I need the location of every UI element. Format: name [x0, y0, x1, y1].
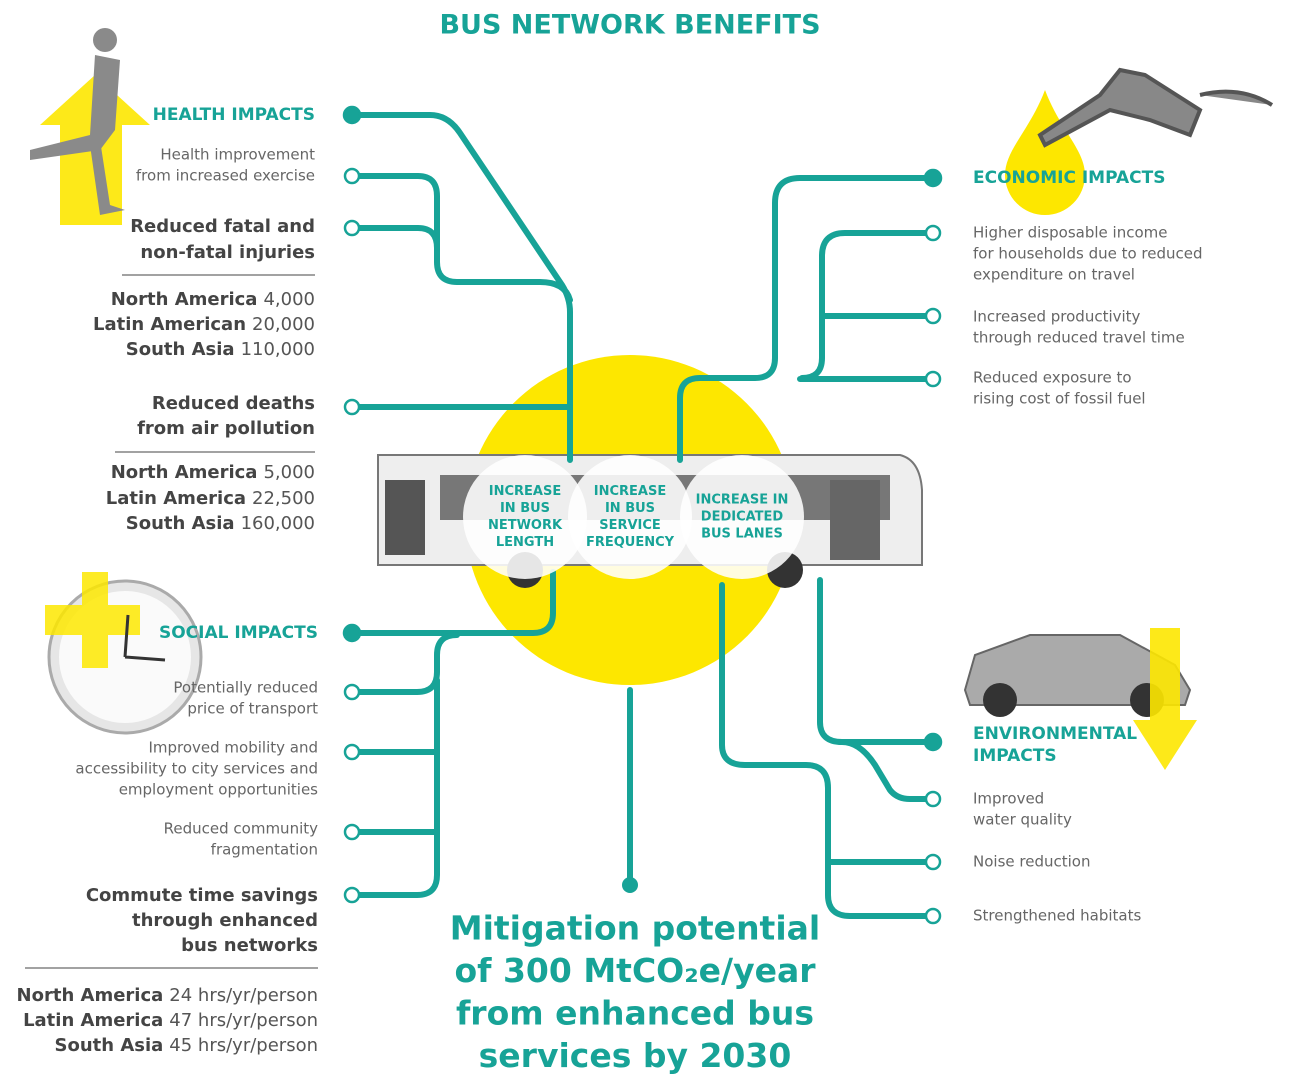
fuel-drop [1005, 90, 1085, 215]
benefit-text: accessibility to city services and [75, 760, 318, 778]
benefit-text: through enhanced [132, 910, 318, 931]
lever-text: LENGTH [496, 535, 554, 550]
node-ring [345, 825, 359, 839]
benefit-text: Health improvement [160, 146, 315, 164]
section-heading: ECONOMIC IMPACTS [973, 168, 1165, 188]
stat-region: North America [111, 289, 258, 310]
benefit-text: Reduced exposure to [973, 369, 1132, 387]
stat-line: South Asia 110,000 [126, 339, 315, 360]
lever-text: BUS LANES [701, 527, 783, 542]
mitigation-text: of 300 MtCO₂e/year [454, 951, 816, 990]
lever-text: SERVICE [599, 518, 661, 533]
section-heading: HEALTH IMPACTS [153, 105, 315, 125]
mitigation-text: Mitigation potential [450, 909, 820, 948]
stat-region: Latin America [106, 488, 246, 509]
node-ring [926, 372, 940, 386]
lever-text: INCREASE IN [696, 493, 789, 508]
stat-region: Latin American [93, 314, 246, 335]
benefit-text: rising cost of fossil fuel [973, 390, 1146, 408]
benefit-text: Noise reduction [973, 853, 1090, 871]
node-ring [926, 909, 940, 923]
node-ring [345, 745, 359, 759]
lever-text: IN BUS [500, 501, 550, 516]
stat-value: 20,000 [252, 314, 315, 335]
stat-region: North America [111, 462, 258, 483]
stat-value: 160,000 [241, 513, 315, 534]
node-dot [925, 170, 941, 186]
benefit-text: Increased productivity [973, 308, 1141, 326]
infographic: BUS NETWORK BENEFITS HEALTH IMPACTS Health… [0, 0, 1294, 1079]
benefit-text: fragmentation [211, 841, 318, 859]
stat-value: 45 hrs/yr/person [169, 1035, 318, 1056]
benefit-text: Improved mobility and [148, 739, 318, 757]
node-ring [345, 888, 359, 902]
node-ring [926, 855, 940, 869]
benefit-text: price of transport [187, 700, 318, 718]
node-dot [344, 625, 360, 641]
benefit-text: Commute time savings [86, 885, 318, 906]
stat-region: South Asia [126, 513, 235, 534]
benefit-text: Reduced deaths [152, 393, 315, 414]
node-dot [344, 107, 360, 123]
benefit-text: employment opportunities [119, 781, 318, 799]
benefit-text: Higher disposable income [973, 224, 1167, 242]
benefit-text: non-fatal injuries [140, 242, 315, 263]
stat-region: Latin America [23, 1010, 163, 1031]
mitigation-text: services by 2030 [479, 1036, 792, 1075]
section-heading: IMPACTS [973, 746, 1057, 766]
benefit-text: Reduced community [164, 820, 318, 838]
lever-text: INCREASE [489, 484, 561, 499]
lever-text: DEDICATED [701, 510, 784, 525]
stat-value: 22,500 [252, 488, 315, 509]
lever-circle [568, 455, 692, 579]
node-ring [345, 400, 359, 414]
stat-line: Latin American 20,000 [93, 314, 315, 335]
node-dot [925, 734, 941, 750]
benefit-text: from increased exercise [136, 167, 315, 185]
stat-region: South Asia [55, 1035, 164, 1056]
benefit-text: for households due to reduced [973, 245, 1203, 263]
lever-text: INCREASE [594, 484, 666, 499]
benefit-text: bus networks [181, 935, 318, 956]
section-heading: SOCIAL IMPACTS [159, 623, 318, 643]
title: BUS NETWORK BENEFITS [439, 10, 820, 41]
mitigation-text: from enhanced bus [456, 994, 814, 1033]
stat-region: South Asia [126, 339, 235, 360]
stat-value: 110,000 [241, 339, 315, 360]
stat-value: 5,000 [263, 462, 315, 483]
stat-line: South Asia 160,000 [126, 513, 315, 534]
node-ring [345, 221, 359, 235]
benefit-text: through reduced travel time [973, 329, 1185, 347]
section-heading: ENVIRONMENTAL [973, 724, 1137, 744]
benefit-text: from air pollution [137, 418, 315, 439]
stat-line: Latin America 22,500 [106, 488, 315, 509]
stat-line: Latin America 47 hrs/yr/person [23, 1010, 318, 1031]
node-ring [345, 169, 359, 183]
stat-region: North America [17, 985, 164, 1006]
benefit-text: Improved [973, 790, 1044, 808]
stat-value: 24 hrs/yr/person [169, 985, 318, 1006]
lever-text: NETWORK [488, 518, 563, 533]
fuel-pump [1040, 70, 1272, 145]
benefit-text: Strengthened habitats [973, 907, 1141, 925]
benefit-text: expenditure on travel [973, 266, 1135, 284]
benefit-text: water quality [973, 811, 1072, 829]
lever-text: FREQUENCY [586, 535, 675, 550]
lever-text: IN BUS [605, 501, 655, 516]
benefit-text: Reduced fatal and [130, 216, 315, 237]
node-ring [926, 226, 940, 240]
benefit-text: Potentially reduced [173, 679, 318, 697]
node-dot [622, 877, 638, 893]
node-ring [926, 309, 940, 323]
node-ring [926, 792, 940, 806]
stat-value: 47 hrs/yr/person [169, 1010, 318, 1031]
car-wheel [983, 683, 1017, 717]
stat-value: 4,000 [263, 289, 315, 310]
node-ring [345, 685, 359, 699]
